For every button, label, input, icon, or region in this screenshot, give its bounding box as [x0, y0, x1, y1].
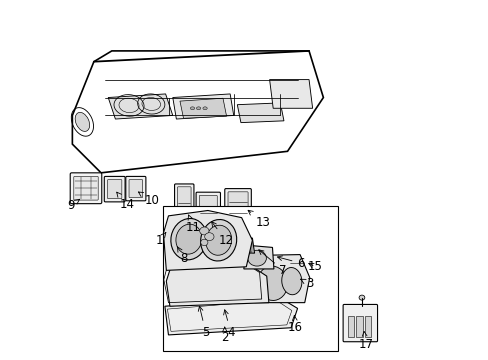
Bar	[242, 240, 244, 252]
FancyBboxPatch shape	[107, 180, 122, 199]
Ellipse shape	[257, 266, 287, 301]
FancyBboxPatch shape	[285, 291, 302, 314]
Text: 1: 1	[155, 233, 165, 247]
Text: 15: 15	[307, 260, 322, 273]
Ellipse shape	[247, 250, 266, 266]
Text: 3: 3	[300, 278, 313, 291]
Ellipse shape	[204, 233, 214, 240]
Text: 12: 12	[211, 222, 233, 247]
Polygon shape	[244, 245, 273, 269]
FancyBboxPatch shape	[177, 187, 191, 219]
Ellipse shape	[75, 112, 89, 131]
FancyBboxPatch shape	[199, 195, 217, 230]
Ellipse shape	[200, 220, 236, 261]
Bar	[356, 316, 362, 337]
Bar	[245, 240, 248, 252]
Polygon shape	[172, 94, 233, 119]
FancyBboxPatch shape	[174, 184, 194, 221]
FancyBboxPatch shape	[104, 176, 125, 202]
Ellipse shape	[358, 295, 364, 300]
FancyBboxPatch shape	[74, 176, 98, 200]
Bar	[163, 206, 337, 351]
Ellipse shape	[176, 224, 202, 254]
FancyBboxPatch shape	[288, 252, 303, 274]
Text: 8: 8	[177, 247, 187, 265]
Polygon shape	[166, 260, 268, 306]
Ellipse shape	[196, 107, 201, 110]
Polygon shape	[163, 211, 252, 270]
FancyBboxPatch shape	[125, 176, 145, 201]
Polygon shape	[250, 255, 309, 303]
Text: 16: 16	[287, 315, 302, 334]
Text: 13: 13	[247, 210, 270, 229]
Text: 11: 11	[186, 215, 201, 234]
Ellipse shape	[170, 219, 206, 260]
Text: 9: 9	[67, 199, 80, 212]
FancyBboxPatch shape	[227, 192, 247, 225]
Polygon shape	[237, 103, 284, 123]
Polygon shape	[164, 298, 297, 335]
Text: 2: 2	[221, 327, 228, 343]
Text: 7: 7	[258, 250, 286, 277]
Text: 10: 10	[138, 192, 159, 207]
FancyBboxPatch shape	[224, 189, 251, 228]
Text: 14: 14	[117, 192, 134, 211]
Ellipse shape	[201, 239, 207, 246]
Bar	[364, 316, 371, 337]
Bar	[249, 240, 251, 252]
Text: 17: 17	[358, 332, 372, 351]
Text: 5: 5	[198, 306, 209, 339]
FancyBboxPatch shape	[196, 192, 220, 233]
FancyBboxPatch shape	[343, 305, 377, 342]
Polygon shape	[236, 237, 254, 253]
FancyBboxPatch shape	[287, 293, 300, 311]
Polygon shape	[180, 98, 226, 118]
FancyBboxPatch shape	[285, 249, 306, 277]
Text: 4: 4	[223, 310, 234, 339]
FancyBboxPatch shape	[70, 173, 102, 204]
Ellipse shape	[199, 227, 208, 235]
Polygon shape	[269, 80, 312, 108]
Text: 6: 6	[277, 256, 305, 270]
Bar	[347, 316, 353, 337]
Polygon shape	[108, 94, 172, 119]
Bar	[238, 240, 241, 252]
Ellipse shape	[190, 107, 194, 110]
Ellipse shape	[205, 225, 231, 255]
Ellipse shape	[203, 107, 207, 110]
Ellipse shape	[281, 267, 301, 295]
FancyBboxPatch shape	[129, 180, 142, 198]
